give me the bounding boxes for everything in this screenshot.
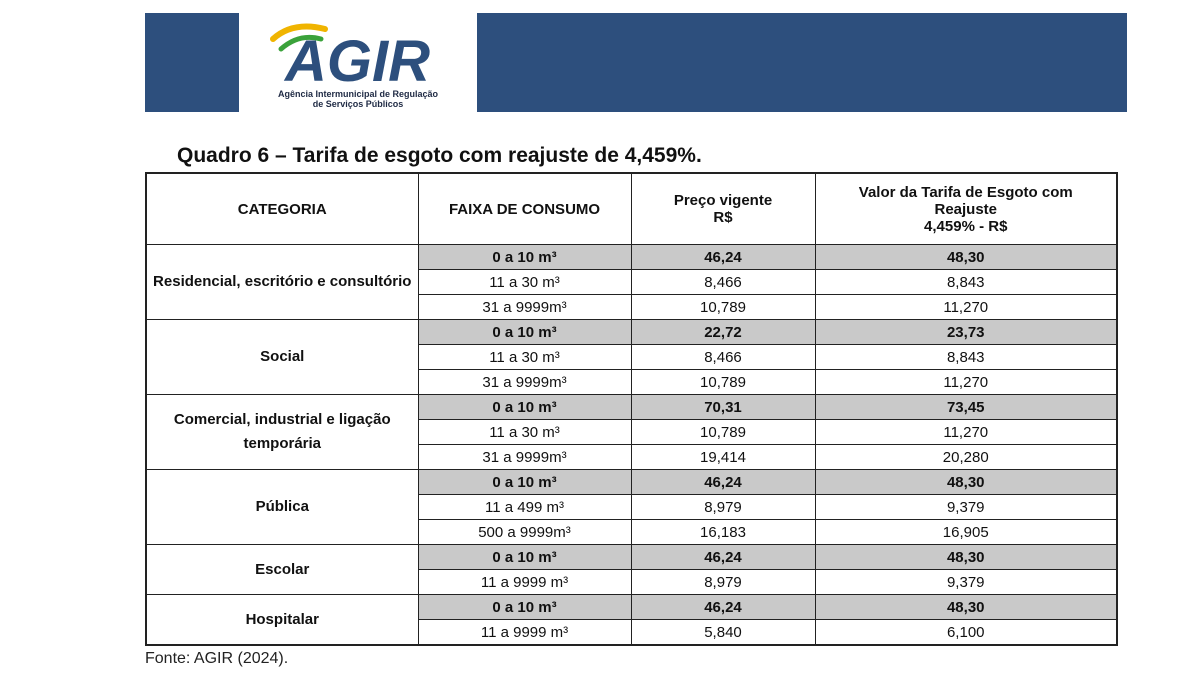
faixa-cell: 11 a 30 m³ [417,344,632,370]
table-row: Comercial, industrial e ligação temporár… [145,394,1118,470]
logo-subtitle-line1: Agência Intermunicipal de Regulação [277,89,439,99]
logo-text: AGIR [283,29,430,89]
preco-cell: 46,24 [630,469,816,495]
preco-cell: 16,183 [630,519,816,545]
preco-cell: 5,840 [630,619,816,646]
valor-cell: 6,100 [814,619,1118,646]
table-row: Residencial, escritório e consultório 0 a… [145,244,1118,320]
category-cell: Escolar [145,544,419,595]
faixa-cell: 31 a 9999m³ [417,294,632,320]
preco-cell: 22,72 [630,319,816,345]
category-cell: Residencial, escritório e consultório [145,244,419,320]
preco-cell: 8,979 [630,494,816,520]
table-title: Quadro 6 – Tarifa de esgoto com reajuste… [177,144,702,167]
header-valor-line1: Valor da Tarifa de Esgoto com [858,183,1073,201]
header-preco-line1: Preço vigente [673,192,773,209]
table-row: 11 a 30 m³ 8,466 8,843 [146,344,1118,370]
faixa-cell: 0 a 10 m³ [417,319,632,345]
preco-cell: 19,414 [630,444,816,470]
preco-cell: 10,789 [630,419,816,445]
header-row: CATEGORIA FAIXA DE CONSUMO Preço vigente… [145,172,1118,245]
header-valor-line3: 4,459% - R$ [924,217,1008,235]
preco-cell: 10,789 [630,294,816,320]
table-row: 11 a 9999 m³ 5,840 6,100 [146,619,1118,646]
agir-logo-mark: AGIR [270,23,430,89]
header-valor: Valor da Tarifa de Esgoto com Reajuste 4… [814,172,1118,245]
valor-cell: 73,45 [814,394,1118,420]
preco-cell: 8,466 [630,269,816,295]
table-row: Pública 0 a 10 m³ 46,24 48,30 [145,469,1118,545]
category-cell: Hospitalar [145,594,419,646]
source-note: Fonte: AGIR (2024). [145,650,289,667]
logo-subtitle: Agência Intermunicipal de Regulação de S… [247,89,469,109]
preco-cell: 8,979 [630,569,816,595]
category-cell: Comercial, industrial e ligação temporár… [145,394,419,470]
faixa-cell: 0 a 10 m³ [417,594,632,620]
table-row: 11 a 30 m³ 8,466 8,843 [146,269,1118,295]
header-faixa: FAIXA DE CONSUMO [417,172,632,245]
preco-cell: 8,466 [630,344,816,370]
header-categoria: CATEGORIA [145,172,419,245]
faixa-cell: 500 a 9999m³ [417,519,632,545]
valor-cell: 11,270 [814,419,1118,445]
valor-cell: 9,379 [814,569,1118,595]
table-row: 500 a 9999m³ 16,183 16,905 [146,519,1118,545]
agir-logo: AGIR Agência Intermunicipal de Regulação… [239,13,477,112]
faixa-cell: 31 a 9999m³ [417,444,632,470]
valor-cell: 48,30 [814,594,1118,620]
category-cell: Social [145,319,419,395]
faixa-cell: 11 a 30 m³ [417,269,632,295]
header-preco: Preço vigente R$ [630,172,816,245]
valor-cell: 8,843 [814,344,1118,370]
table-row: Escolar 0 a 10 m³ 46,24 48,30 [145,544,1118,595]
valor-cell: 48,30 [814,544,1118,570]
valor-cell: 20,280 [814,444,1118,470]
preco-cell: 46,24 [630,244,816,270]
faixa-cell: 0 a 10 m³ [417,469,632,495]
faixa-cell: 31 a 9999m³ [417,369,632,395]
faixa-cell: 11 a 499 m³ [417,494,632,520]
tariff-table: CATEGORIA FAIXA DE CONSUMO Preço vigente… [145,172,1118,646]
header-valor-line2: Reajuste [934,200,998,218]
faixa-cell: 0 a 10 m³ [417,394,632,420]
preco-cell: 10,789 [630,369,816,395]
header-preco-line2: R$ [713,209,733,226]
faixa-cell: 11 a 30 m³ [417,419,632,445]
preco-cell: 46,24 [630,594,816,620]
table-row: Social 0 a 10 m³ 22,72 23,73 [145,319,1118,395]
table-row: 11 a 499 m³ 8,979 9,379 [146,494,1118,520]
table-row: 31 a 9999m³ 19,414 20,280 [146,444,1118,470]
faixa-cell: 11 a 9999 m³ [417,569,632,595]
preco-cell: 46,24 [630,544,816,570]
valor-cell: 11,270 [814,294,1118,320]
faixa-cell: 0 a 10 m³ [417,544,632,570]
table-row: Hospitalar 0 a 10 m³ 46,24 48,30 [145,594,1118,646]
table-body: Residencial, escritório e consultório 0 a… [145,244,1118,646]
valor-cell: 11,270 [814,369,1118,395]
faixa-cell: 0 a 10 m³ [417,244,632,270]
valor-cell: 23,73 [814,319,1118,345]
preco-cell: 70,31 [630,394,816,420]
logo-subtitle-line2: de Serviços Públicos [312,99,404,109]
valor-cell: 48,30 [814,244,1118,270]
table-row: 11 a 30 m³ 10,789 11,270 [146,419,1118,445]
valor-cell: 16,905 [814,519,1118,545]
valor-cell: 9,379 [814,494,1118,520]
valor-cell: 8,843 [814,269,1118,295]
category-cell: Pública [145,469,419,545]
table-row: 31 a 9999m³ 10,789 11,270 [146,369,1118,395]
faixa-cell: 11 a 9999 m³ [417,619,632,646]
valor-cell: 48,30 [814,469,1118,495]
